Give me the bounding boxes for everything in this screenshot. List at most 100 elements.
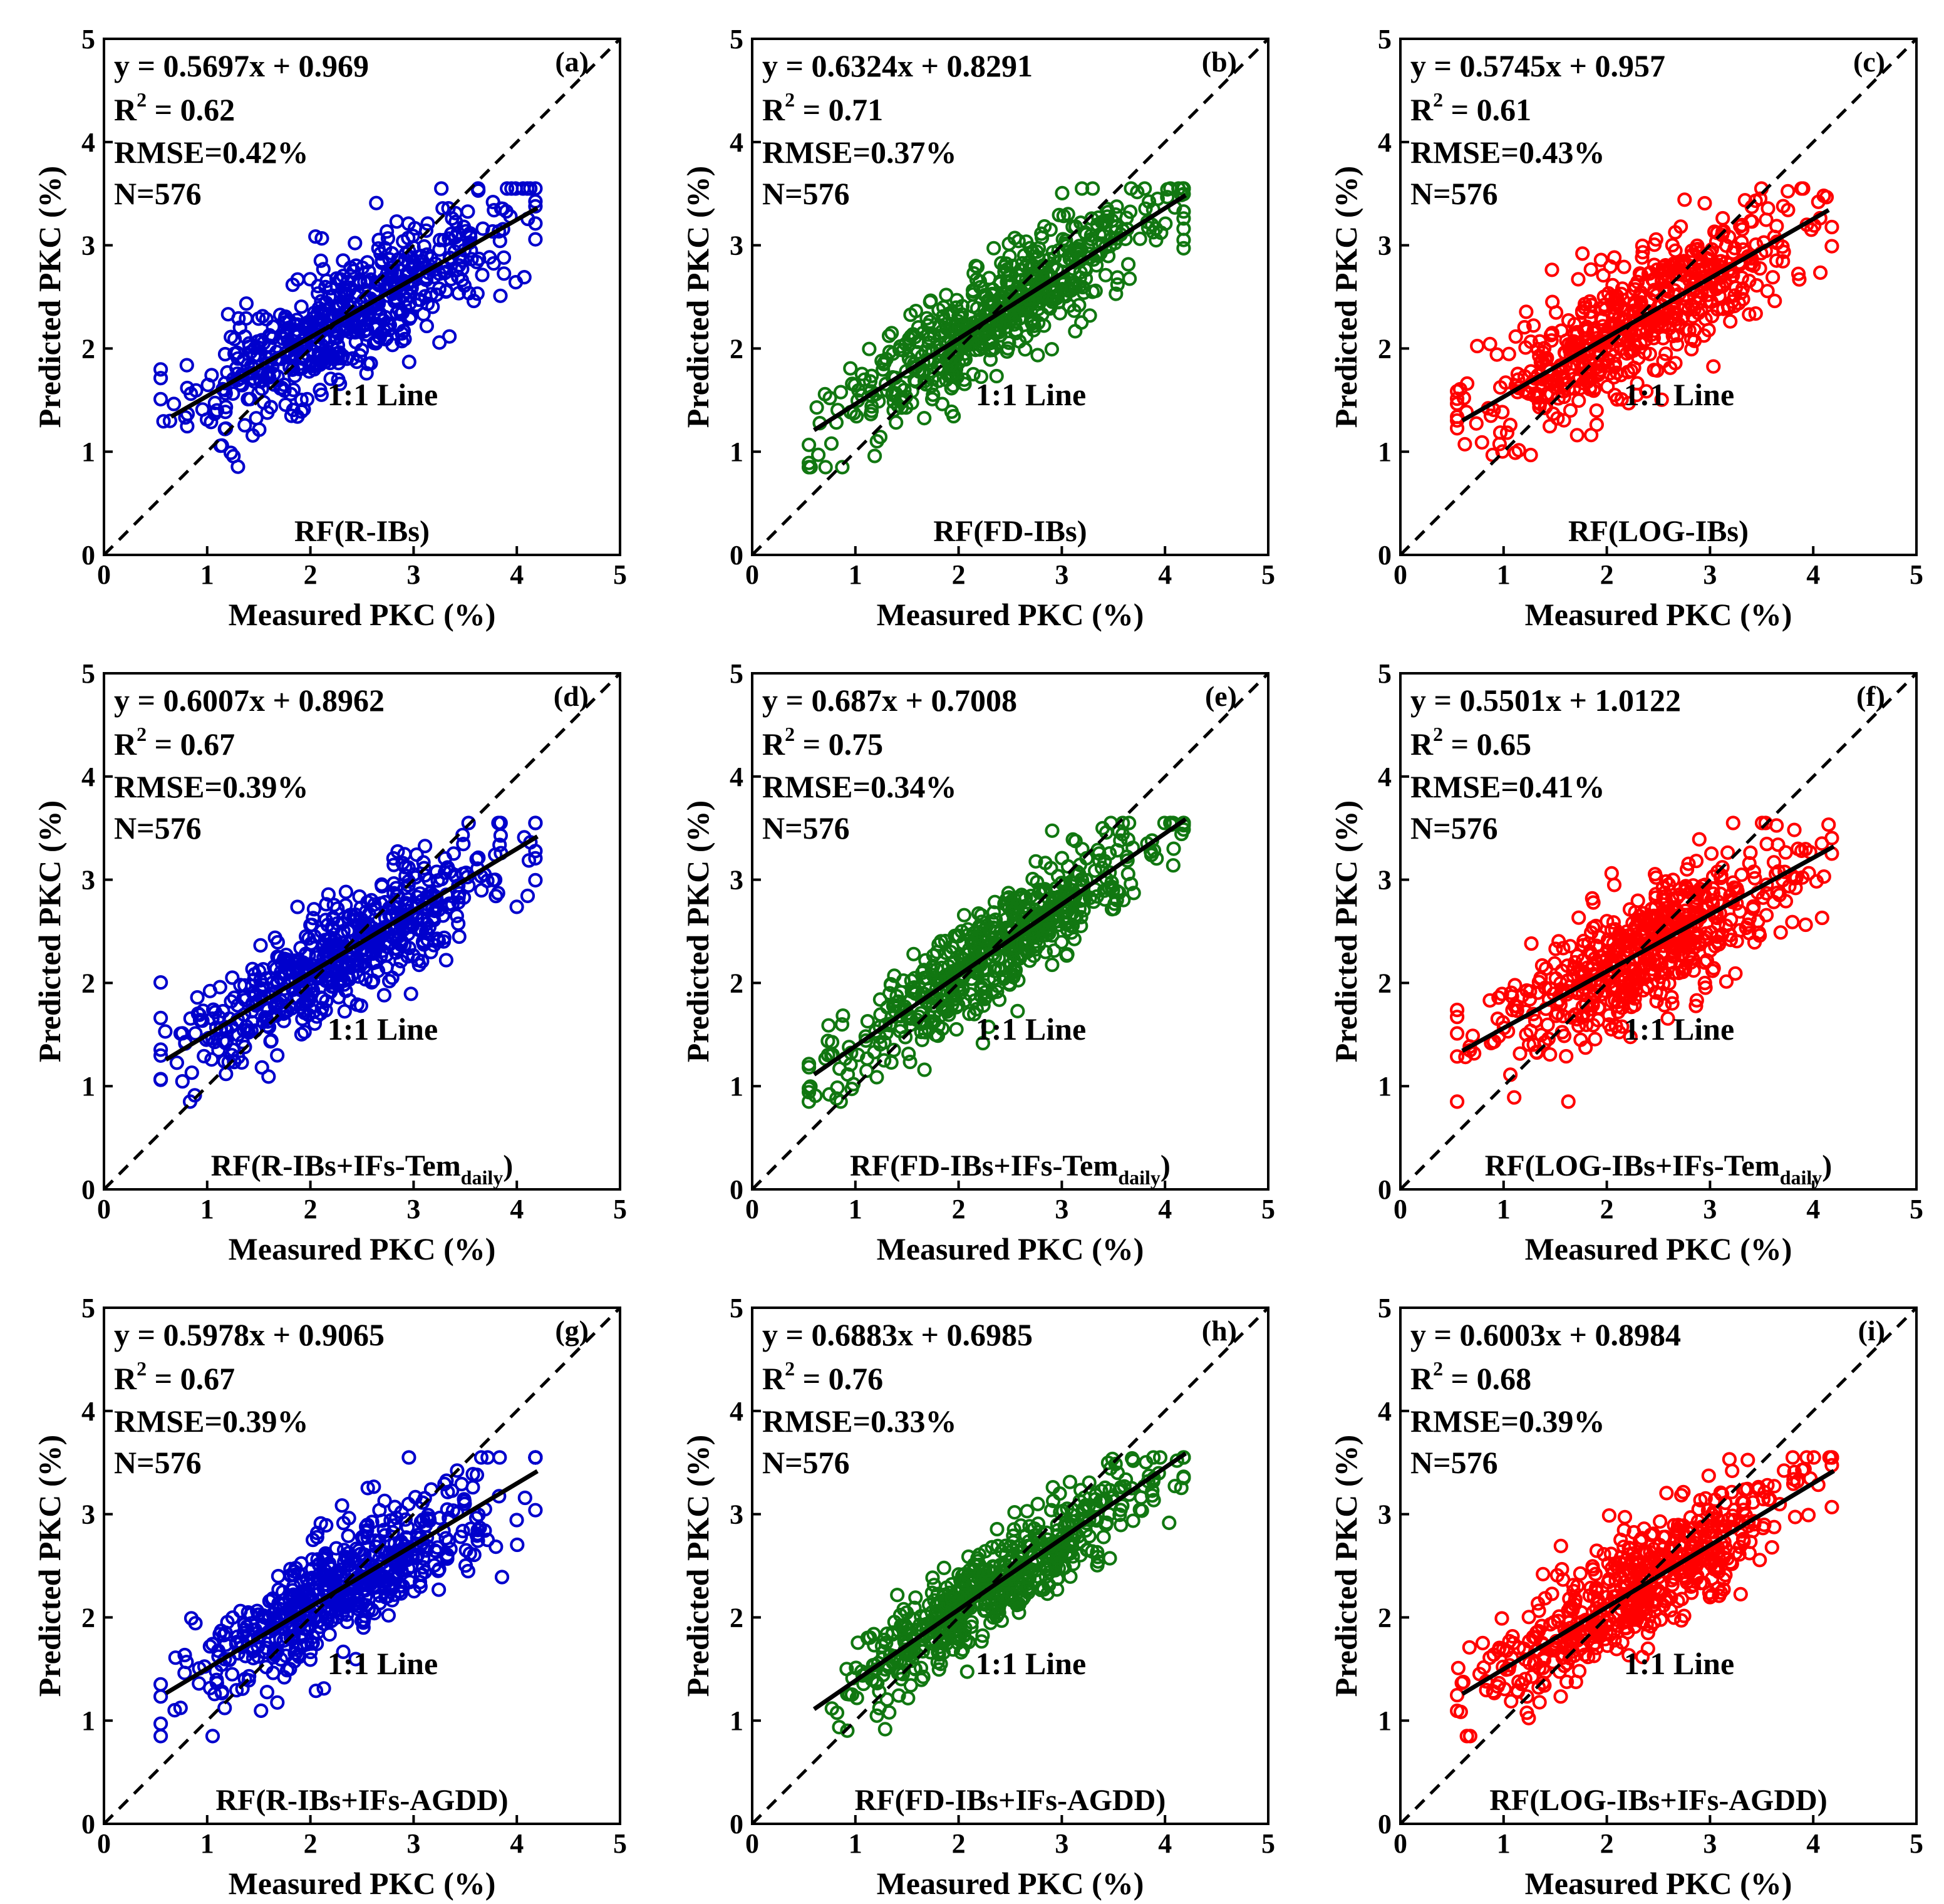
data-point	[1561, 1094, 1576, 1109]
data-point	[1109, 286, 1124, 301]
data-point	[381, 1535, 396, 1550]
data-point	[802, 1085, 817, 1100]
data-point	[1054, 1546, 1069, 1561]
data-point	[1683, 331, 1699, 346]
x-axis-label: Measured PKC (%)	[229, 1231, 496, 1266]
data-point	[366, 1479, 381, 1494]
data-point	[1141, 194, 1157, 209]
data-point	[427, 938, 442, 953]
data-point	[318, 913, 333, 928]
data-point	[1692, 881, 1707, 896]
r-squared-symbol: R	[1410, 727, 1434, 762]
data-point	[1045, 823, 1060, 838]
data-point	[981, 1019, 996, 1035]
data-point	[1045, 1480, 1060, 1495]
panel-label: (a)	[555, 46, 589, 78]
regression-equation: y = 0.687x + 0.7008	[762, 683, 1017, 718]
data-point	[471, 183, 486, 198]
data-point	[939, 945, 954, 960]
data-point	[829, 1705, 845, 1720]
data-point	[1658, 966, 1673, 981]
data-point	[1630, 969, 1646, 984]
data-point	[153, 1042, 168, 1057]
data-point	[461, 815, 476, 830]
data-point	[1167, 1479, 1182, 1494]
regression-line	[170, 205, 539, 419]
r-squared: R2 = 0.76	[762, 1357, 883, 1396]
data-point	[153, 1048, 168, 1063]
data-point	[153, 1010, 168, 1026]
data-point	[231, 311, 246, 326]
panel-label: (b)	[1202, 46, 1237, 78]
y-axis-label: Predicted PKC (%)	[680, 800, 715, 1062]
data-point	[377, 1493, 392, 1508]
data-point	[802, 1057, 817, 1072]
data-point	[1778, 845, 1793, 860]
data-point	[1649, 994, 1664, 1009]
data-point	[1673, 219, 1688, 234]
r-squared: R2 = 0.65	[1410, 723, 1531, 762]
model-label: RF(LOG-IBs+IFs-Temdaily)	[1485, 1149, 1833, 1189]
data-point	[153, 362, 168, 377]
data-point	[1063, 1569, 1078, 1584]
data-point	[1068, 280, 1083, 295]
data-point	[1002, 965, 1017, 980]
data-point	[357, 954, 372, 970]
data-point	[998, 256, 1014, 271]
data-point	[1064, 925, 1079, 940]
data-point	[939, 287, 954, 303]
model-label: RF(FD-IBs)	[933, 515, 1087, 548]
data-point	[1778, 894, 1794, 909]
data-point	[924, 1014, 939, 1029]
data-point	[225, 970, 240, 985]
data-point	[1748, 306, 1763, 321]
data-point	[953, 1590, 968, 1606]
data-point	[445, 1503, 461, 1518]
data-point	[863, 406, 879, 422]
data-point	[1603, 259, 1618, 274]
data-point	[899, 364, 914, 379]
data-point	[1633, 336, 1648, 351]
x-axis-label: Measured PKC (%)	[877, 1866, 1144, 1901]
data-point	[1095, 820, 1110, 836]
data-point	[1733, 219, 1748, 234]
data-point	[1765, 270, 1781, 285]
data-point	[1816, 189, 1831, 204]
data-point	[1640, 980, 1655, 995]
data-point	[485, 872, 500, 887]
data-point	[1658, 272, 1673, 287]
data-point	[1002, 249, 1017, 264]
data-point	[976, 1602, 991, 1617]
data-point	[1071, 1529, 1086, 1544]
data-point	[1490, 1011, 1505, 1027]
data-point	[510, 1537, 525, 1553]
data-point	[442, 251, 457, 266]
data-point	[259, 312, 274, 327]
data-points	[802, 181, 1191, 475]
plot-frame	[1399, 38, 1918, 556]
data-point	[886, 1042, 901, 1058]
data-point	[205, 1729, 220, 1744]
data-point	[383, 270, 398, 285]
data-point	[1657, 998, 1672, 1013]
data-point	[342, 282, 357, 298]
data-point	[390, 844, 405, 859]
data-point	[948, 1628, 963, 1644]
data-point	[897, 1618, 913, 1633]
data-point	[1589, 325, 1604, 340]
data-point	[919, 311, 934, 326]
data-point	[380, 317, 396, 332]
data-point	[1759, 836, 1774, 852]
data-point	[1122, 815, 1137, 830]
data-point	[192, 1013, 208, 1028]
data-point	[1668, 356, 1683, 371]
y-tick-label: 2	[81, 1602, 95, 1633]
data-point	[492, 1450, 507, 1465]
r-squared-symbol: R	[762, 92, 785, 127]
regression-equation: y = 0.6883x + 0.6985	[762, 1317, 1033, 1352]
data-point	[1737, 193, 1752, 208]
panel-label: (c)	[1853, 46, 1885, 78]
data-point	[824, 436, 839, 451]
data-point	[158, 1024, 173, 1039]
data-point	[842, 1687, 857, 1702]
